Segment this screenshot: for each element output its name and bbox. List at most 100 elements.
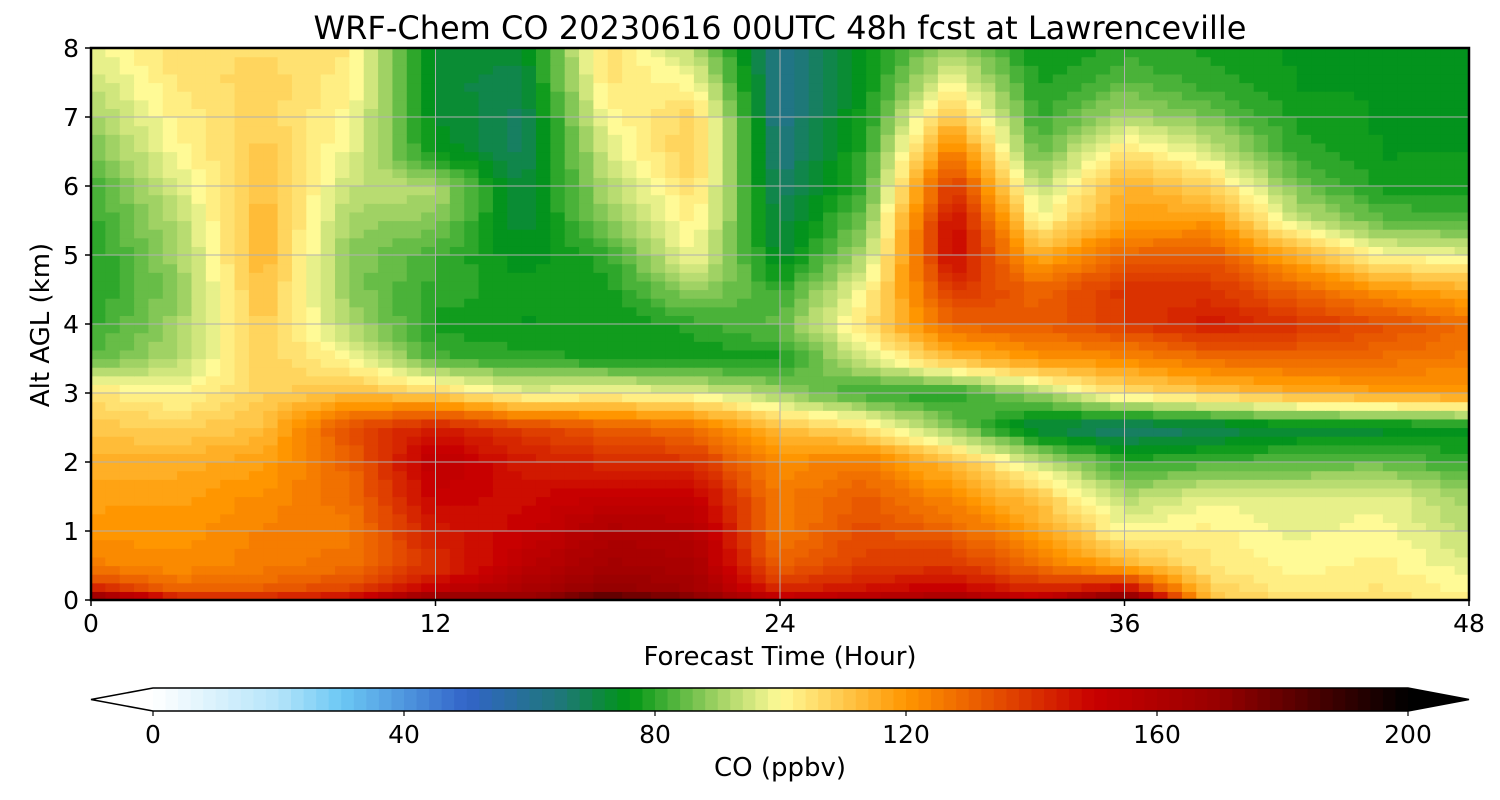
- heatmap-cell: [335, 479, 350, 489]
- heatmap-cell: [866, 470, 882, 480]
- heatmap-cell: [162, 522, 178, 532]
- heatmap-cell: [478, 479, 494, 489]
- heatmap-cell: [636, 539, 652, 549]
- heatmap-cell: [1153, 211, 1169, 222]
- heatmap-cell: [392, 168, 408, 178]
- heatmap-cell: [650, 255, 666, 265]
- heatmap-cell: [349, 505, 365, 515]
- heatmap-cell: [177, 565, 193, 575]
- heatmap-cell: [952, 211, 968, 222]
- heatmap-cell: [1268, 160, 1283, 170]
- heatmap-cell: [1253, 522, 1269, 532]
- heatmap-cell: [1325, 298, 1341, 308]
- heatmap-cell: [622, 375, 638, 385]
- heatmap-cell: [708, 237, 724, 247]
- heatmap-cell: [464, 401, 480, 411]
- heatmap-cell: [363, 186, 379, 196]
- heatmap-cell: [148, 280, 164, 291]
- heatmap-cell: [349, 591, 365, 601]
- heatmap-cell: [406, 168, 422, 178]
- heatmap-cell: [607, 358, 623, 368]
- heatmap-cell: [650, 384, 666, 394]
- heatmap-cell: [248, 487, 264, 498]
- heatmap-cell: [1196, 298, 1212, 308]
- heatmap-cell: [320, 298, 336, 308]
- heatmap-cell: [1110, 151, 1126, 161]
- heatmap-cell: [751, 556, 767, 567]
- heatmap-cell: [119, 462, 135, 472]
- heatmap-cell: [162, 384, 178, 394]
- heatmap-cell: [794, 436, 810, 446]
- heatmap-cell: [665, 341, 681, 351]
- heatmap-cell: [607, 229, 623, 239]
- heatmap-cell: [119, 487, 135, 498]
- heatmap-cell: [492, 487, 508, 498]
- heatmap-cell: [291, 280, 307, 291]
- heatmap-cell: [177, 306, 193, 316]
- heatmap-cell: [435, 367, 451, 377]
- heatmap-cell: [177, 479, 193, 489]
- heatmap-cell: [550, 332, 566, 342]
- heatmap-cell: [650, 177, 666, 187]
- heatmap-cell: [378, 211, 394, 222]
- heatmap-cell: [320, 177, 336, 187]
- heatmap-cell: [1110, 513, 1126, 523]
- heatmap-cell: [593, 306, 609, 316]
- heatmap-cell: [550, 513, 566, 523]
- heatmap-cell: [722, 444, 738, 454]
- heatmap-cell: [1138, 410, 1154, 420]
- heatmap-cell: [378, 513, 394, 523]
- heatmap-cell: [378, 505, 394, 515]
- heatmap-cell: [665, 574, 681, 584]
- heatmap-cell: [808, 513, 824, 523]
- heatmap-cell: [894, 246, 910, 256]
- heatmap-cell: [679, 255, 695, 265]
- heatmap-cell: [162, 401, 178, 411]
- heatmap-cell: [622, 358, 638, 368]
- heatmap-cell: [234, 203, 250, 213]
- heatmap-cell: [1024, 341, 1039, 351]
- heatmap-cell: [823, 272, 839, 282]
- heatmap-cell: [1138, 367, 1154, 377]
- heatmap-cell: [291, 168, 307, 178]
- heatmap-cell: [449, 436, 465, 446]
- heatmap-cell: [1181, 436, 1197, 446]
- heatmap-cell: [162, 186, 178, 196]
- heatmap-cell: [564, 436, 580, 446]
- heatmap-cell: [1210, 349, 1226, 360]
- heatmap-cell: [1024, 255, 1039, 265]
- heatmap-cell: [622, 324, 638, 334]
- heatmap-cell: [722, 246, 738, 256]
- heatmap-cell: [478, 565, 494, 575]
- heatmap-cell: [1454, 349, 1470, 360]
- heatmap-cell: [1339, 505, 1355, 515]
- heatmap-cell: [1095, 375, 1111, 385]
- heatmap-cell: [708, 384, 724, 394]
- heatmap-cell: [148, 315, 164, 325]
- heatmap-cell: [736, 487, 752, 498]
- heatmap-cell: [1354, 306, 1370, 316]
- heatmap-cell: [1411, 168, 1427, 178]
- heatmap-cell: [1124, 444, 1140, 454]
- heatmap-cell: [91, 427, 106, 437]
- heatmap-cell: [105, 427, 121, 437]
- heatmap-cell: [894, 496, 910, 506]
- heatmap-cell: [1282, 341, 1298, 351]
- heatmap-cell: [1124, 203, 1140, 213]
- heatmap-cell: [880, 263, 896, 273]
- heatmap-cell: [665, 315, 681, 325]
- heatmap-cell: [464, 168, 480, 178]
- heatmap-cell: [1282, 263, 1298, 273]
- heatmap-cell: [349, 332, 365, 342]
- heatmap-cell: [679, 298, 695, 308]
- heatmap-cell: [449, 487, 465, 498]
- heatmap-cell: [220, 444, 236, 454]
- heatmap-cell: [162, 160, 178, 170]
- heatmap-cell: [177, 548, 193, 558]
- heatmap-cell: [1110, 289, 1126, 299]
- heatmap-cell: [851, 341, 867, 351]
- heatmap-cell: [1181, 539, 1197, 549]
- heatmap-cell: [1239, 168, 1255, 178]
- heatmap-cell: [162, 211, 178, 222]
- heatmap-cell: [1196, 324, 1212, 334]
